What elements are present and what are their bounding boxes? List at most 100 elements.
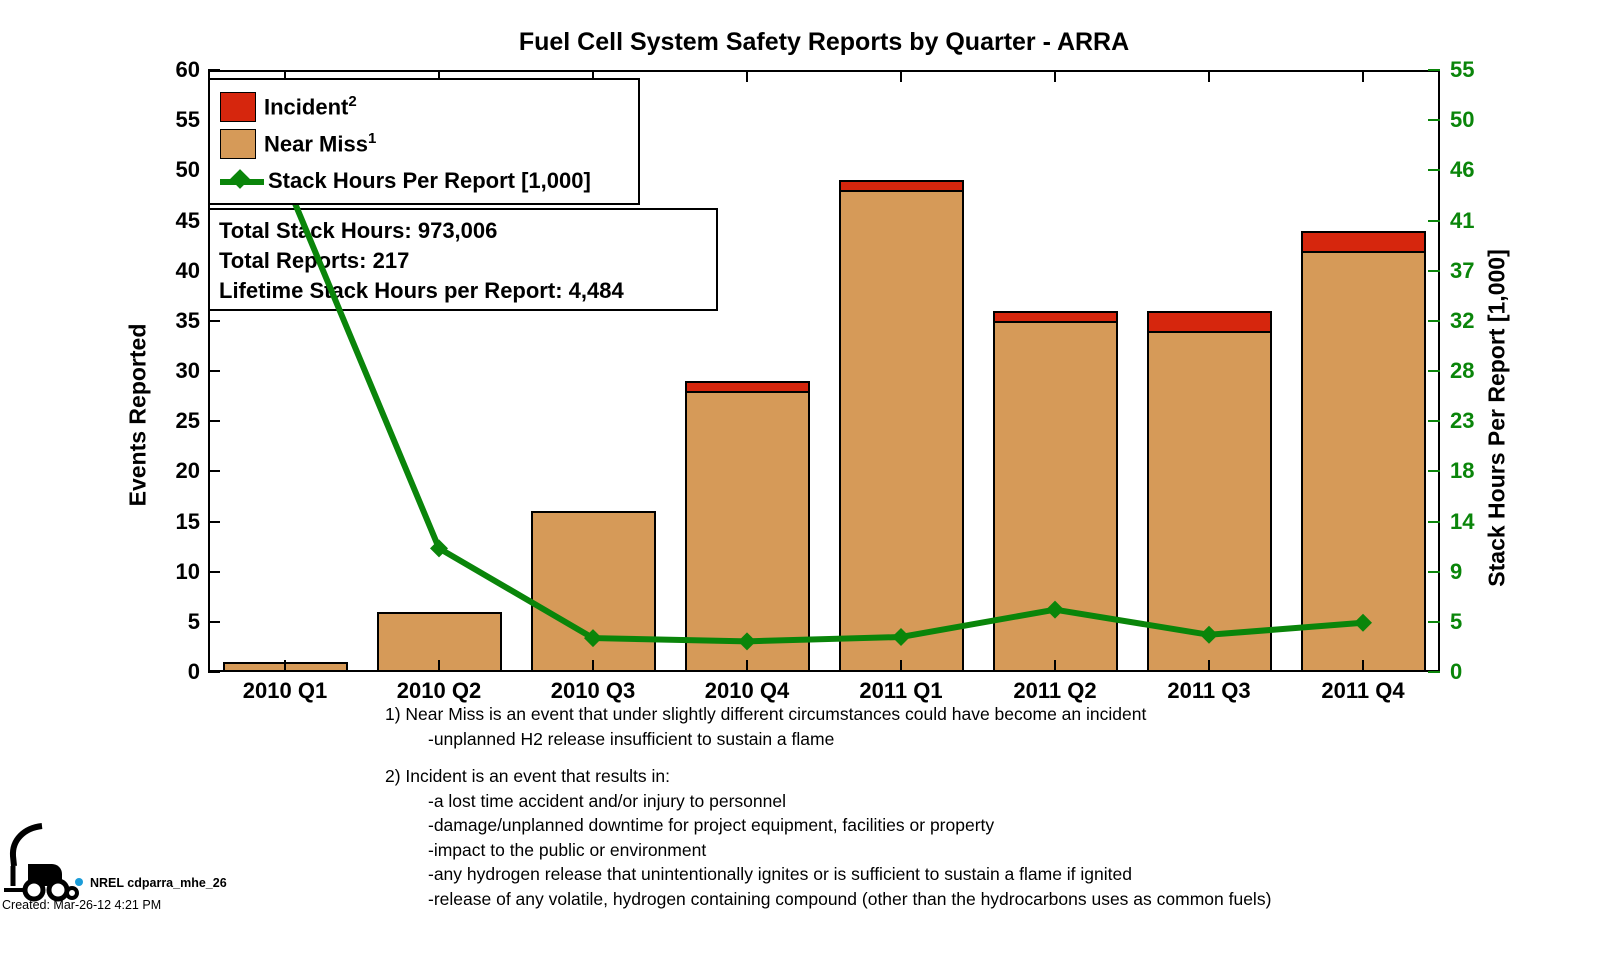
nrel-forklift-logo-icon (0, 820, 88, 909)
right-axis-tick-label: 32 (1450, 307, 1475, 333)
right-axis-tick (1428, 169, 1440, 172)
right-axis-tick (1428, 570, 1440, 573)
legend-near-miss-sup: 1 (367, 129, 377, 147)
right-axis-tick-label: 28 (1450, 358, 1475, 383)
bar-near-miss-2010-q3 (530, 511, 656, 672)
x-axis-tick-label: 2010 Q4 (704, 678, 790, 703)
left-axis-tick-label: 25 (175, 408, 200, 434)
right-axis-tick (1428, 269, 1440, 272)
legend-item-near-miss: Near Miss1 (220, 125, 638, 162)
right-axis-tick (1428, 620, 1440, 623)
left-axis-tick (208, 671, 220, 673)
right-axis-tick-label: 14 (1450, 508, 1475, 534)
x-axis-top-tick (284, 70, 286, 82)
left-axis-tick-label: 55 (175, 107, 200, 133)
x-axis-top-tick (1054, 70, 1056, 82)
x-axis-top-tick (900, 70, 902, 82)
legend-box: Incident2 Near Miss1 Stack Hours Per Rep… (208, 78, 640, 205)
x-axis-tick (592, 660, 594, 672)
footnote-line: -damage/unplanned downtime for project e… (428, 815, 995, 835)
bar-incident-2011-q2 (992, 310, 1118, 323)
left-axis-tick-label: 15 (175, 508, 200, 534)
left-axis-tick (208, 319, 220, 322)
x-axis-tick (284, 660, 286, 672)
x-axis-tick-label: 2011 Q4 (1321, 678, 1405, 703)
right-axis-tick (1428, 219, 1440, 222)
line-marker-icon (220, 166, 264, 196)
right-axis-tick-label: 9 (1450, 558, 1463, 584)
left-axis-tick-label: 50 (175, 157, 200, 183)
x-axis-tick (1362, 660, 1364, 672)
footnote-incident: 2) Incident is an event that results in:… (385, 764, 1271, 911)
stats-box: Total Stack Hours: 973,006 Total Reports… (208, 208, 718, 311)
right-axis-tick-label: 0 (1450, 659, 1463, 684)
footnote-line: 2) Incident is an event that results in: (385, 766, 671, 786)
left-axis-tick-label: 10 (175, 558, 200, 584)
footnote-line: -unplanned H2 release insufficient to su… (428, 728, 835, 749)
left-axis-tick (208, 520, 220, 523)
legend-item-stack-hours: Stack Hours Per Report [1,000] (220, 162, 638, 199)
x-axis-tick (1054, 660, 1056, 672)
left-axis-tick-label: 5 (187, 608, 200, 634)
left-axis-tick-label: 0 (187, 659, 200, 684)
chart-title: Fuel Cell System Safety Reports by Quart… (518, 28, 1130, 56)
right-axis-tick (1428, 470, 1440, 473)
right-axis-tick-label: 41 (1450, 207, 1475, 233)
created-timestamp: Created: Mar-26-12 4:21 PM (2, 898, 162, 912)
incident-swatch-icon (220, 91, 256, 122)
right-axis-tick (1428, 671, 1440, 673)
left-axis-tick-label: 60 (175, 57, 200, 82)
x-axis-top-tick (746, 70, 748, 82)
legend-incident-sup: 2 (348, 92, 357, 110)
x-axis-tick (746, 660, 748, 672)
legend-near-miss-label: Near Miss (264, 131, 368, 157)
left-axis-tick-label: 35 (175, 307, 200, 333)
bar-incident-2011-q4 (1300, 230, 1426, 253)
right-axis-tick (1428, 119, 1440, 122)
bar-near-miss-2011-q4 (1300, 250, 1426, 672)
footnote-near-miss: 1) Near Miss is an event that under slig… (385, 702, 1146, 751)
right-axis-tick-label: 18 (1450, 458, 1475, 484)
left-axis-tick (208, 570, 220, 573)
near-miss-swatch-icon (220, 128, 256, 159)
x-axis-tick-label: 2011 Q1 (859, 678, 943, 703)
left-axis-tick (208, 370, 220, 372)
left-axis-tick-label: 40 (175, 257, 200, 283)
right-axis-tick-label: 5 (1450, 608, 1463, 634)
right-axis-tick (1428, 370, 1440, 372)
x-axis-tick-label: 2010 Q3 (550, 678, 636, 703)
left-axis-tick-label: 30 (175, 358, 200, 383)
left-axis-tick (208, 470, 220, 473)
right-axis-tick (1428, 520, 1440, 523)
footnote-line: 1) Near Miss is an event that under slig… (385, 704, 1147, 724)
x-axis-tick-label: 2010 Q1 (242, 678, 328, 703)
x-axis-tick (1208, 660, 1210, 672)
stats-lifetime-hours-per-report: Lifetime Stack Hours per Report: 4,484 (219, 278, 624, 303)
x-axis-tick-label: 2010 Q2 (396, 678, 482, 703)
x-axis-top-tick (1362, 70, 1364, 82)
bar-incident-2011-q1 (838, 180, 964, 193)
left-axis-tick-label: 20 (175, 458, 200, 484)
bar-near-miss-2010-q4 (684, 391, 810, 672)
bar-incident-2010-q4 (684, 381, 810, 394)
right-axis-tick-label: 46 (1450, 157, 1475, 183)
footnote-line: -release of any volatile, hydrogen conta… (428, 888, 1272, 909)
left-axis-tick (208, 69, 220, 71)
x-axis-top-tick (592, 70, 594, 82)
right-axis-tick (1428, 319, 1440, 322)
right-axis-tick-label: 55 (1450, 57, 1475, 82)
x-axis-tick-label: 2011 Q2 (1013, 678, 1097, 703)
bar-near-miss-2011-q3 (1146, 330, 1272, 672)
right-axis-tick-label: 50 (1450, 107, 1475, 133)
right-axis-tick (1428, 69, 1440, 71)
x-axis-top-tick (438, 70, 440, 82)
footnote-line: -impact to the public or environment (428, 839, 707, 860)
legend-incident-label: Incident (264, 94, 349, 120)
left-axis-tick (208, 420, 220, 423)
bar-incident-2011-q3 (1146, 310, 1272, 333)
x-axis-tick (900, 660, 902, 672)
right-axis-tick-label: 37 (1450, 257, 1475, 283)
legend-stack-hours-label: Stack Hours Per Report [1,000] (268, 167, 591, 193)
left-axis-tick (208, 620, 220, 623)
